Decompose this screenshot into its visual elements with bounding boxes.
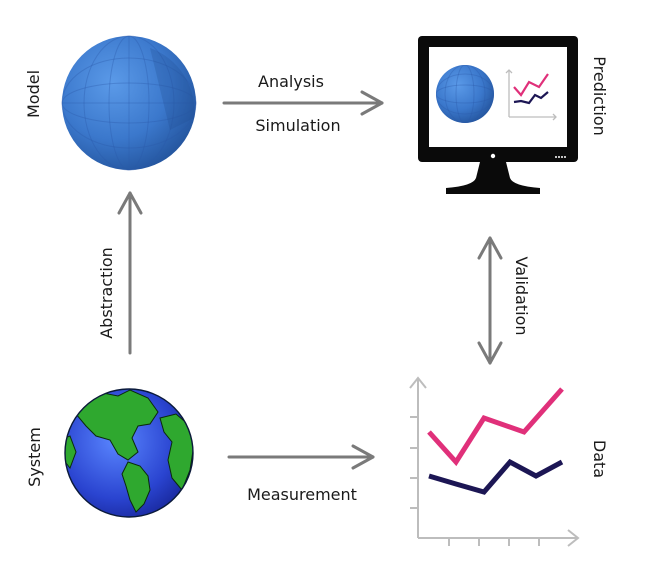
data-line-chart-icon: [409, 376, 580, 547]
system-label: System: [25, 427, 44, 487]
measurement-label: Measurement: [247, 485, 357, 504]
prediction-label: Prediction: [590, 56, 609, 136]
data-label: Data: [590, 439, 609, 479]
model-sphere-icon: [61, 35, 197, 171]
abstraction-label: Abstraction: [97, 247, 116, 339]
validation-arrow: [477, 236, 503, 365]
abstraction-arrow: [117, 191, 143, 355]
measurement-arrow: [227, 444, 375, 470]
model-label: Model: [24, 69, 43, 119]
prediction-monitor-icon: [418, 36, 578, 194]
analysis-label: Analysis: [258, 72, 324, 91]
simulation-label: Simulation: [255, 116, 341, 135]
analysis-simulation-arrow: [222, 90, 384, 116]
system-earth-globe-icon: [64, 388, 194, 518]
validation-label: Validation: [512, 256, 531, 336]
